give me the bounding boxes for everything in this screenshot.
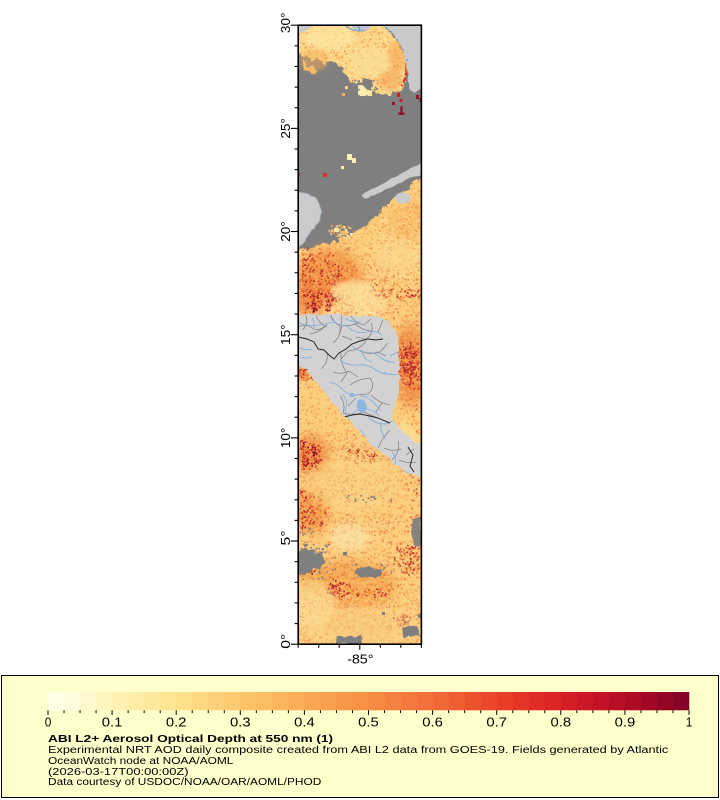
svg-text:0.4: 0.4 xyxy=(294,714,315,729)
svg-text:0.2: 0.2 xyxy=(166,714,187,729)
svg-text:0: 0 xyxy=(45,714,52,729)
svg-text:0.6: 0.6 xyxy=(422,714,443,729)
svg-text:0.5: 0.5 xyxy=(358,714,379,729)
svg-text:0.8: 0.8 xyxy=(551,714,572,729)
svg-text:0.3: 0.3 xyxy=(230,714,251,729)
svg-text:15°: 15° xyxy=(278,324,293,345)
svg-text:1: 1 xyxy=(686,714,693,729)
svg-text:0°: 0° xyxy=(278,634,293,649)
svg-text:-85°: -85° xyxy=(347,652,373,667)
svg-text:5°: 5° xyxy=(278,531,293,546)
svg-text:0.7: 0.7 xyxy=(486,714,507,729)
svg-text:0.1: 0.1 xyxy=(102,714,123,729)
svg-text:30°: 30° xyxy=(278,13,293,34)
svg-text:25°: 25° xyxy=(278,118,293,139)
svg-text:10°: 10° xyxy=(278,428,293,449)
svg-text:20°: 20° xyxy=(278,221,293,242)
svg-text:0.9: 0.9 xyxy=(615,714,636,729)
